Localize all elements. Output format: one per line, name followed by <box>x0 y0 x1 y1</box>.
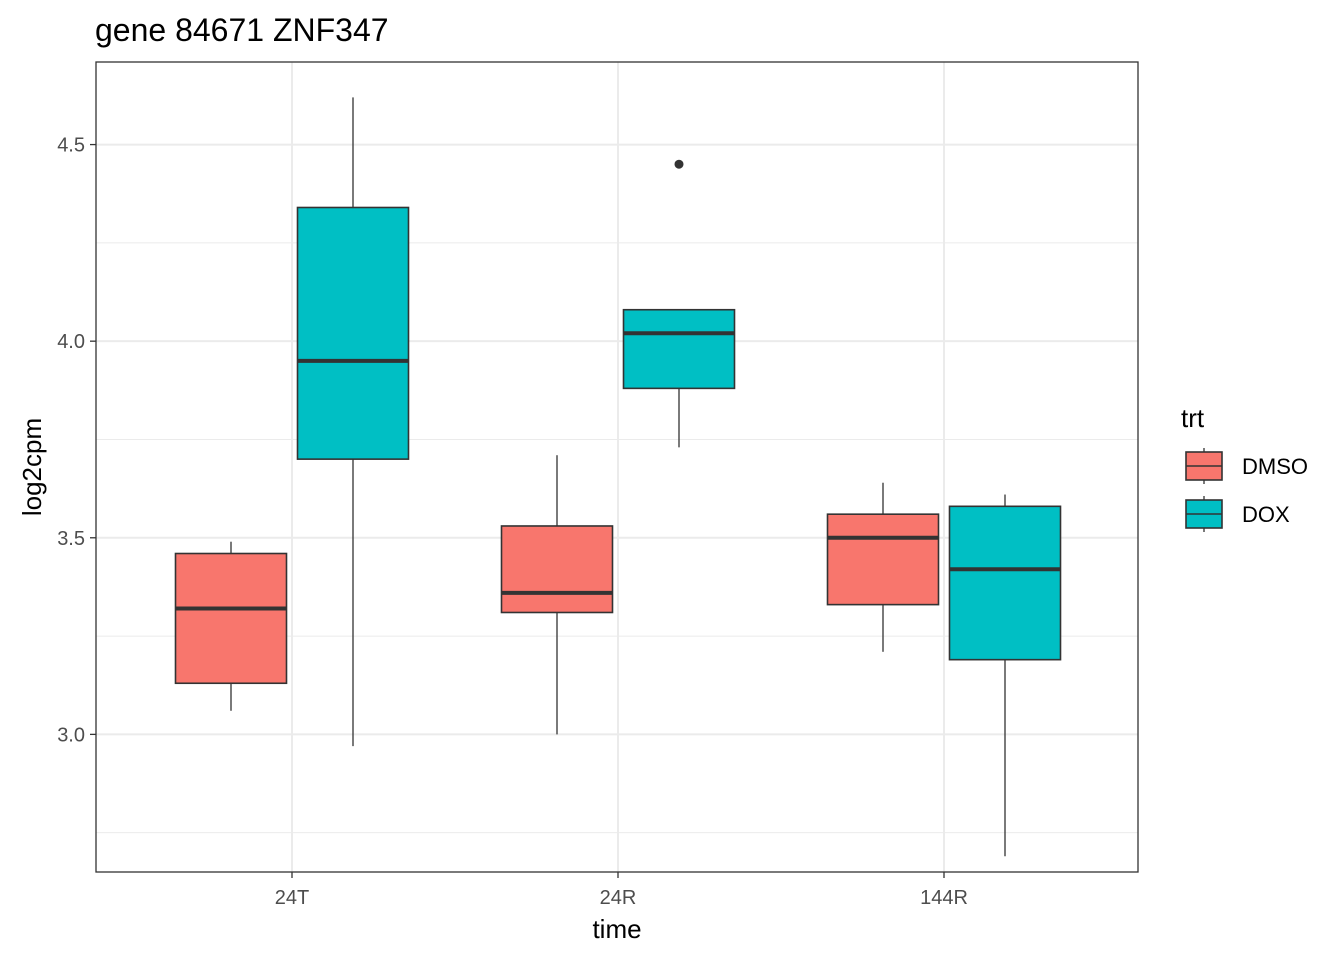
chart-title: gene 84671 ZNF347 <box>95 12 389 48</box>
x-tick-label: 24T <box>275 887 309 909</box>
axes: 3.0 3.5 4.0 4.5 24T 24R 144R <box>57 135 968 909</box>
x-tick-label: 144R <box>920 887 968 909</box>
outlier-point <box>674 159 684 169</box>
box-body <box>622 308 736 390</box>
plot-panel-border <box>95 61 1139 873</box>
legend-item-dmso: DMSO <box>1185 448 1308 484</box>
legend-label: DMSO <box>1242 454 1308 479</box>
box-body <box>948 505 1062 661</box>
y-axis-title: log2cpm <box>17 418 47 516</box>
box-dmso-24t <box>174 541 288 711</box>
grid <box>96 62 1138 872</box>
y-tick-label: 4.5 <box>57 135 85 157</box>
y-tick-label: 4.0 <box>57 331 85 353</box>
legend-title: trt <box>1181 403 1205 433</box>
box-dox-144r <box>948 494 1062 857</box>
legend: trt DMSO DOX <box>1181 403 1308 532</box>
x-axis-title: time <box>592 914 641 944</box>
box-dmso-144r <box>826 482 940 652</box>
box-dox-24t <box>296 97 410 747</box>
box-body <box>500 525 614 614</box>
y-tick-label: 3.0 <box>57 724 85 746</box>
box-dox-24r <box>622 159 736 448</box>
box-body <box>174 552 288 685</box>
box-body <box>296 206 410 460</box>
box-marks <box>174 97 1062 857</box>
legend-item-dox: DOX <box>1185 496 1290 532</box>
box-body <box>826 513 940 606</box>
x-tick-label: 24R <box>600 887 637 909</box>
legend-label: DOX <box>1242 502 1290 527</box>
y-tick-label: 3.5 <box>57 528 85 550</box>
box-dmso-24r <box>500 455 614 735</box>
